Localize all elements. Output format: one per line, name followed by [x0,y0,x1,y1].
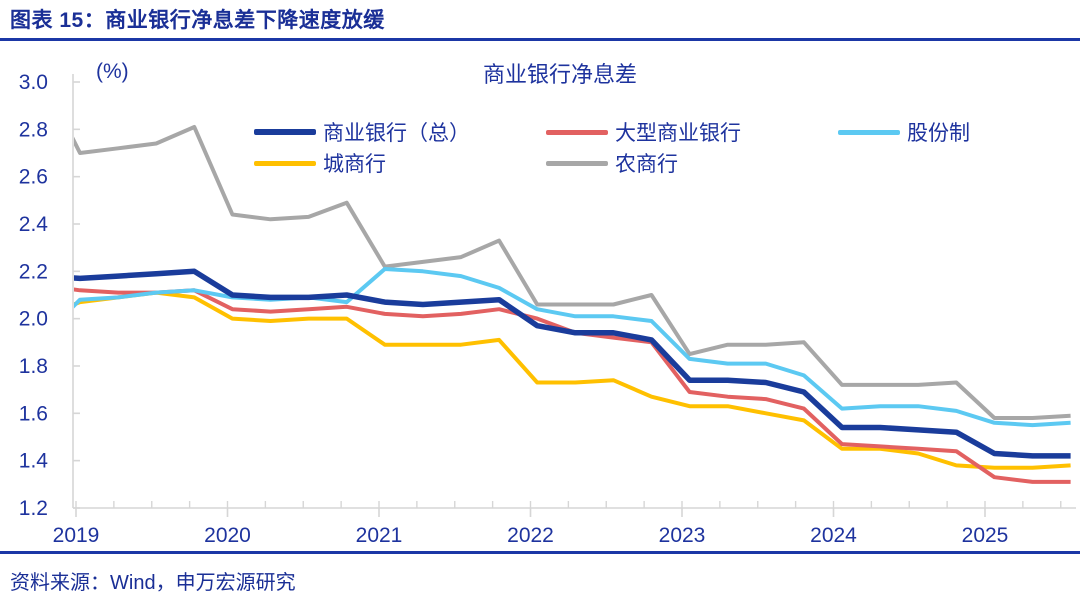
chart-title: 商业银行净息差 [482,62,637,87]
legend-label-joint-stock-banks: 股份制 [907,122,970,145]
y-tick-label: 1.2 [19,497,48,520]
y-tick-label: 3.0 [19,71,48,94]
legend-marker-total-commercial-banks [254,129,316,135]
line-joint-stock-banks [74,267,1071,428]
line-total-commercial-banks [74,268,1071,459]
legend-item-rural-commercial-banks: 农商行 [546,150,678,176]
footer-rule [0,551,1080,554]
legend-label-total-commercial-banks: 商业银行（总） [323,122,470,145]
figure-title: 图表 15：商业银行净息差下降速度放缓 [10,9,385,32]
legend-label-rural-commercial-banks: 农商行 [615,153,678,176]
line-large-commercial-banks [74,287,1071,484]
y-tick-label: 1.6 [19,402,48,425]
legend-marker-city-commercial-banks [254,160,316,166]
x-tick-label: 2019 [53,524,100,547]
y-tick-label: 2.0 [19,308,48,331]
legend-marker-large-commercial-banks [546,129,608,135]
x-tick-label: 2022 [507,524,554,547]
x-tick-label: 2021 [356,524,403,547]
legend-marker-joint-stock-banks [838,129,900,135]
source-note: 资料来源：Wind，申万宏源研究 [10,572,296,594]
x-tick-label: 2020 [204,524,251,547]
y-tick-label: 2.6 [19,166,48,189]
line-rural-commercial-banks [74,125,1071,420]
series-group [74,125,1071,484]
x-tick-label: 2023 [659,524,706,547]
legend-label-city-commercial-banks: 城商行 [323,153,386,176]
y-tick-label: 2.4 [19,213,49,236]
legend-item-large-commercial-banks: 大型商业银行 [546,119,741,145]
legend-item-joint-stock-banks: 股份制 [838,119,970,145]
legend-label-large-commercial-banks: 大型商业银行 [615,122,741,145]
line-city-commercial-banks [74,290,1071,470]
legend-item-city-commercial-banks: 城商行 [254,150,386,176]
x-tick-label: 2025 [962,524,1009,547]
y-tick-label: 1.4 [19,450,49,473]
y-tick-label: 2.2 [19,260,48,283]
y-axis-unit-label: (%) [96,60,129,83]
legend-marker-rural-commercial-banks [546,160,608,166]
y-tick-label: 2.8 [19,118,48,141]
header-rule [0,38,1080,41]
x-tick-label: 2024 [810,524,857,547]
legend-item-total-commercial-banks: 商业银行（总） [254,119,470,145]
y-tick-label: 1.8 [19,355,48,378]
